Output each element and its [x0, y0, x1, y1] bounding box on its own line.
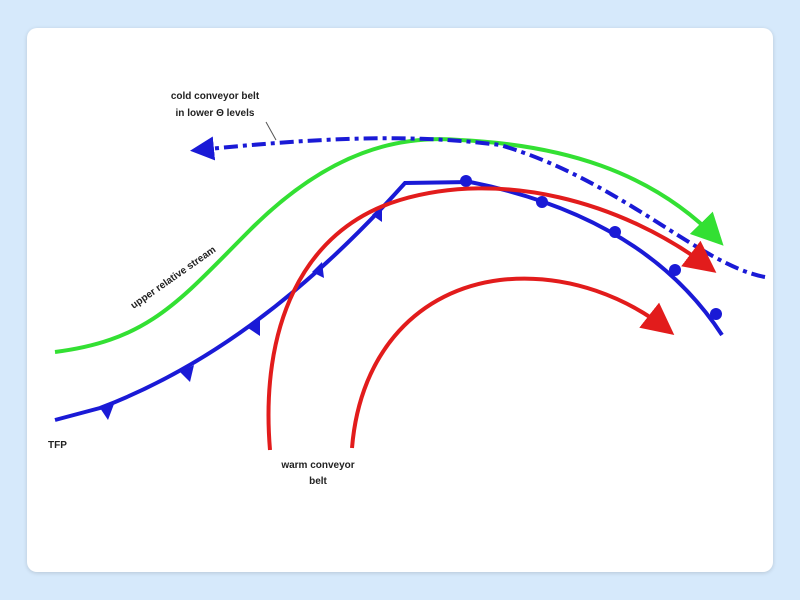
warm-belt-label: belt: [309, 476, 327, 487]
front-barbs: [100, 175, 722, 420]
front-line: [54, 179, 724, 422]
cold-belt-label: in lower Θ levels: [176, 108, 255, 119]
cold-belt-label: cold conveyor belt: [171, 91, 260, 102]
label-leader: [265, 121, 277, 141]
tfp-label: TFP: [48, 440, 67, 451]
warm-belt-label: warm conveyor: [280, 460, 354, 471]
diagram-card: [27, 28, 773, 572]
upper-relative-stream: [54, 137, 724, 354]
warm-conveyor-belt-inner: [350, 276, 675, 449]
warm-conveyor-belt-outer: [266, 186, 717, 451]
